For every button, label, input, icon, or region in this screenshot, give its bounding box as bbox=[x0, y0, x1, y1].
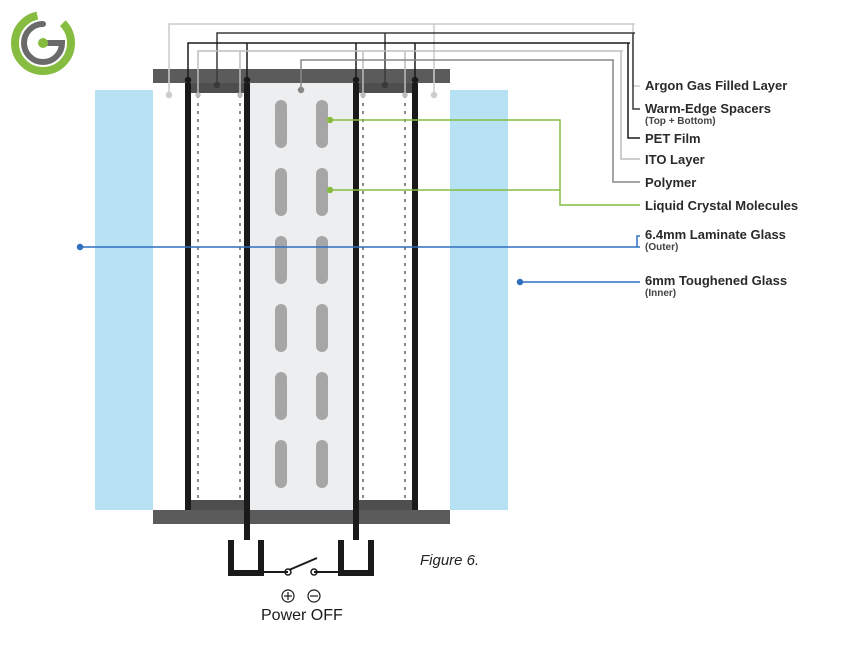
label-toughened: 6mm Toughened Glass (Inner) bbox=[645, 273, 787, 299]
label-warm-edge: Warm-Edge Spacers (Top + Bottom) bbox=[645, 101, 771, 127]
polarity-symbols bbox=[282, 590, 320, 602]
polymer-layer bbox=[250, 83, 353, 510]
label-ito: ITO Layer bbox=[645, 152, 705, 167]
outer-laminate-glass bbox=[95, 90, 153, 510]
label-laminate: 6.4mm Laminate Glass (Outer) bbox=[645, 227, 786, 253]
leader-toughened bbox=[518, 280, 641, 285]
label-pet: PET Film bbox=[645, 131, 701, 146]
label-argon: Argon Gas Filled Layer bbox=[645, 78, 787, 93]
bottom-warm-edge-spacer bbox=[153, 510, 450, 524]
label-lcm: Liquid Crystal Molecules bbox=[645, 198, 798, 213]
label-polymer: Polymer bbox=[645, 175, 696, 190]
figure-caption: Figure 6. bbox=[420, 552, 479, 569]
power-label: Power OFF bbox=[261, 607, 343, 625]
inner-toughened-glass bbox=[450, 90, 508, 510]
